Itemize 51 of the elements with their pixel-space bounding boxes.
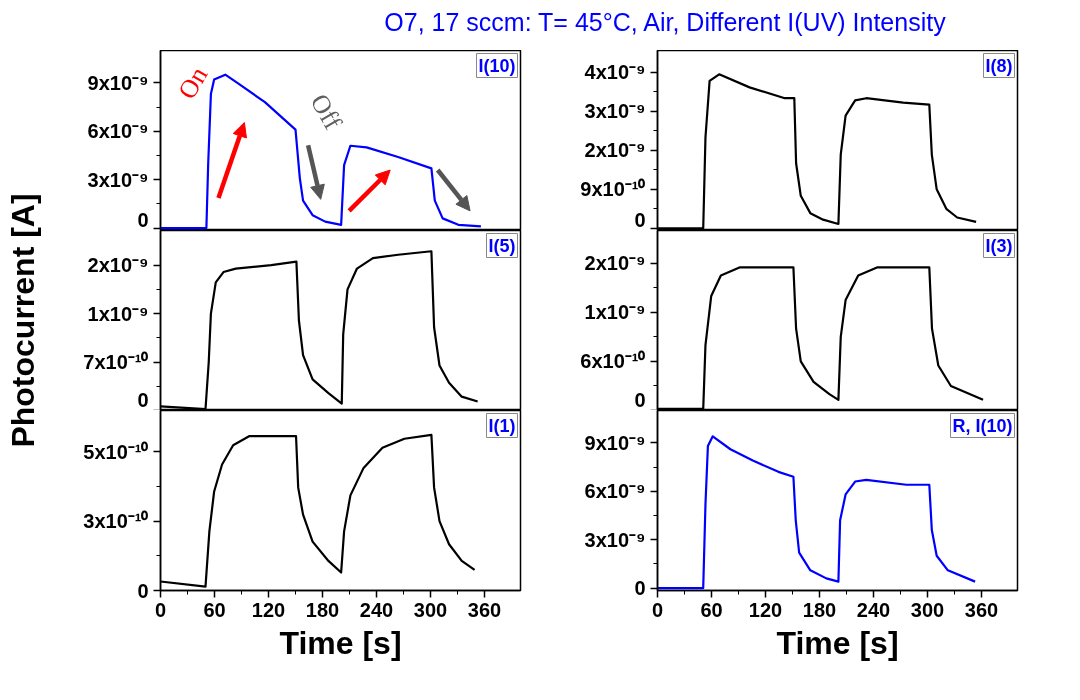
y-tick-label: 6x10⁻⁹ bbox=[584, 480, 646, 503]
y-tick-label: 0 bbox=[634, 577, 646, 600]
y-tick-label: 9x10⁻⁹ bbox=[87, 71, 149, 94]
y-tick-label: 0 bbox=[634, 388, 646, 411]
annotation: I(8) bbox=[985, 55, 1013, 76]
y-tick-label: 6x10⁻⁹ bbox=[87, 120, 149, 143]
y-axis-title: Photocurrent [A] bbox=[5, 193, 41, 448]
x-tick-label: 300 bbox=[910, 598, 945, 621]
y-tick-label: 6x10⁻¹⁰ bbox=[580, 350, 646, 373]
y-tick-label: 4x10⁻⁹ bbox=[584, 61, 646, 84]
y-tick-label: 7x10⁻¹⁰ bbox=[83, 351, 149, 374]
annotation: I(5) bbox=[488, 235, 516, 256]
x-tick-label: 0 bbox=[154, 598, 167, 621]
x-tick-label: 240 bbox=[359, 598, 394, 621]
y-tick-label: 3x10⁻⁹ bbox=[87, 168, 149, 191]
x-axis-title: Time [s] bbox=[279, 624, 402, 661]
y-tick-label: 1x10⁻⁹ bbox=[87, 302, 149, 325]
y-tick-label: 3x10⁻⁹ bbox=[584, 100, 646, 123]
x-tick-label: 60 bbox=[203, 598, 226, 621]
annotation: Off bbox=[304, 89, 348, 135]
annotation: R, I(10) bbox=[952, 415, 1013, 436]
x-tick-label: 60 bbox=[700, 598, 723, 621]
y-tick-label: 0 bbox=[137, 208, 149, 231]
annotation: I(3) bbox=[985, 235, 1013, 256]
x-tick-label: 180 bbox=[802, 598, 837, 621]
x-tick-label: 0 bbox=[651, 598, 664, 621]
y-tick-label: 1x10⁻⁹ bbox=[584, 301, 646, 324]
y-tick-label: 5x10⁻¹⁰ bbox=[83, 440, 149, 463]
annotation: I(10) bbox=[478, 55, 516, 76]
y-tick-label: 3x10⁻⁹ bbox=[584, 528, 646, 551]
y-tick-label: 9x10⁻¹⁰ bbox=[580, 178, 646, 201]
y-tick-label: 0 bbox=[137, 388, 149, 411]
x-tick-label: 240 bbox=[856, 598, 891, 621]
y-tick-label: 9x10⁻⁹ bbox=[584, 431, 646, 454]
line-series bbox=[657, 435, 977, 590]
y-tick-label: 3x10⁻¹⁰ bbox=[83, 510, 149, 533]
y-tick-label: 2x10⁻⁹ bbox=[584, 252, 646, 275]
x-tick-label: 120 bbox=[251, 598, 286, 621]
annotation: On bbox=[172, 61, 214, 104]
x-tick-label: 120 bbox=[748, 598, 783, 621]
annotation: I(1) bbox=[488, 415, 516, 436]
x-tick-label: 300 bbox=[413, 598, 448, 621]
x-tick-label: 360 bbox=[964, 598, 999, 621]
text: O7, 17 sccm: T= 45°C, Air, Different I(UV) Intensity bbox=[384, 7, 946, 38]
y-tick-label: 2x10⁻⁹ bbox=[87, 254, 149, 277]
y-tick-label: 0 bbox=[634, 208, 646, 231]
x-tick-label: 360 bbox=[467, 598, 502, 621]
x-tick-label: 180 bbox=[305, 598, 340, 621]
x-axis-title: Time [s] bbox=[776, 624, 899, 661]
y-tick-label: 0 bbox=[137, 579, 149, 602]
y-tick-label: 2x10⁻⁹ bbox=[584, 139, 646, 162]
